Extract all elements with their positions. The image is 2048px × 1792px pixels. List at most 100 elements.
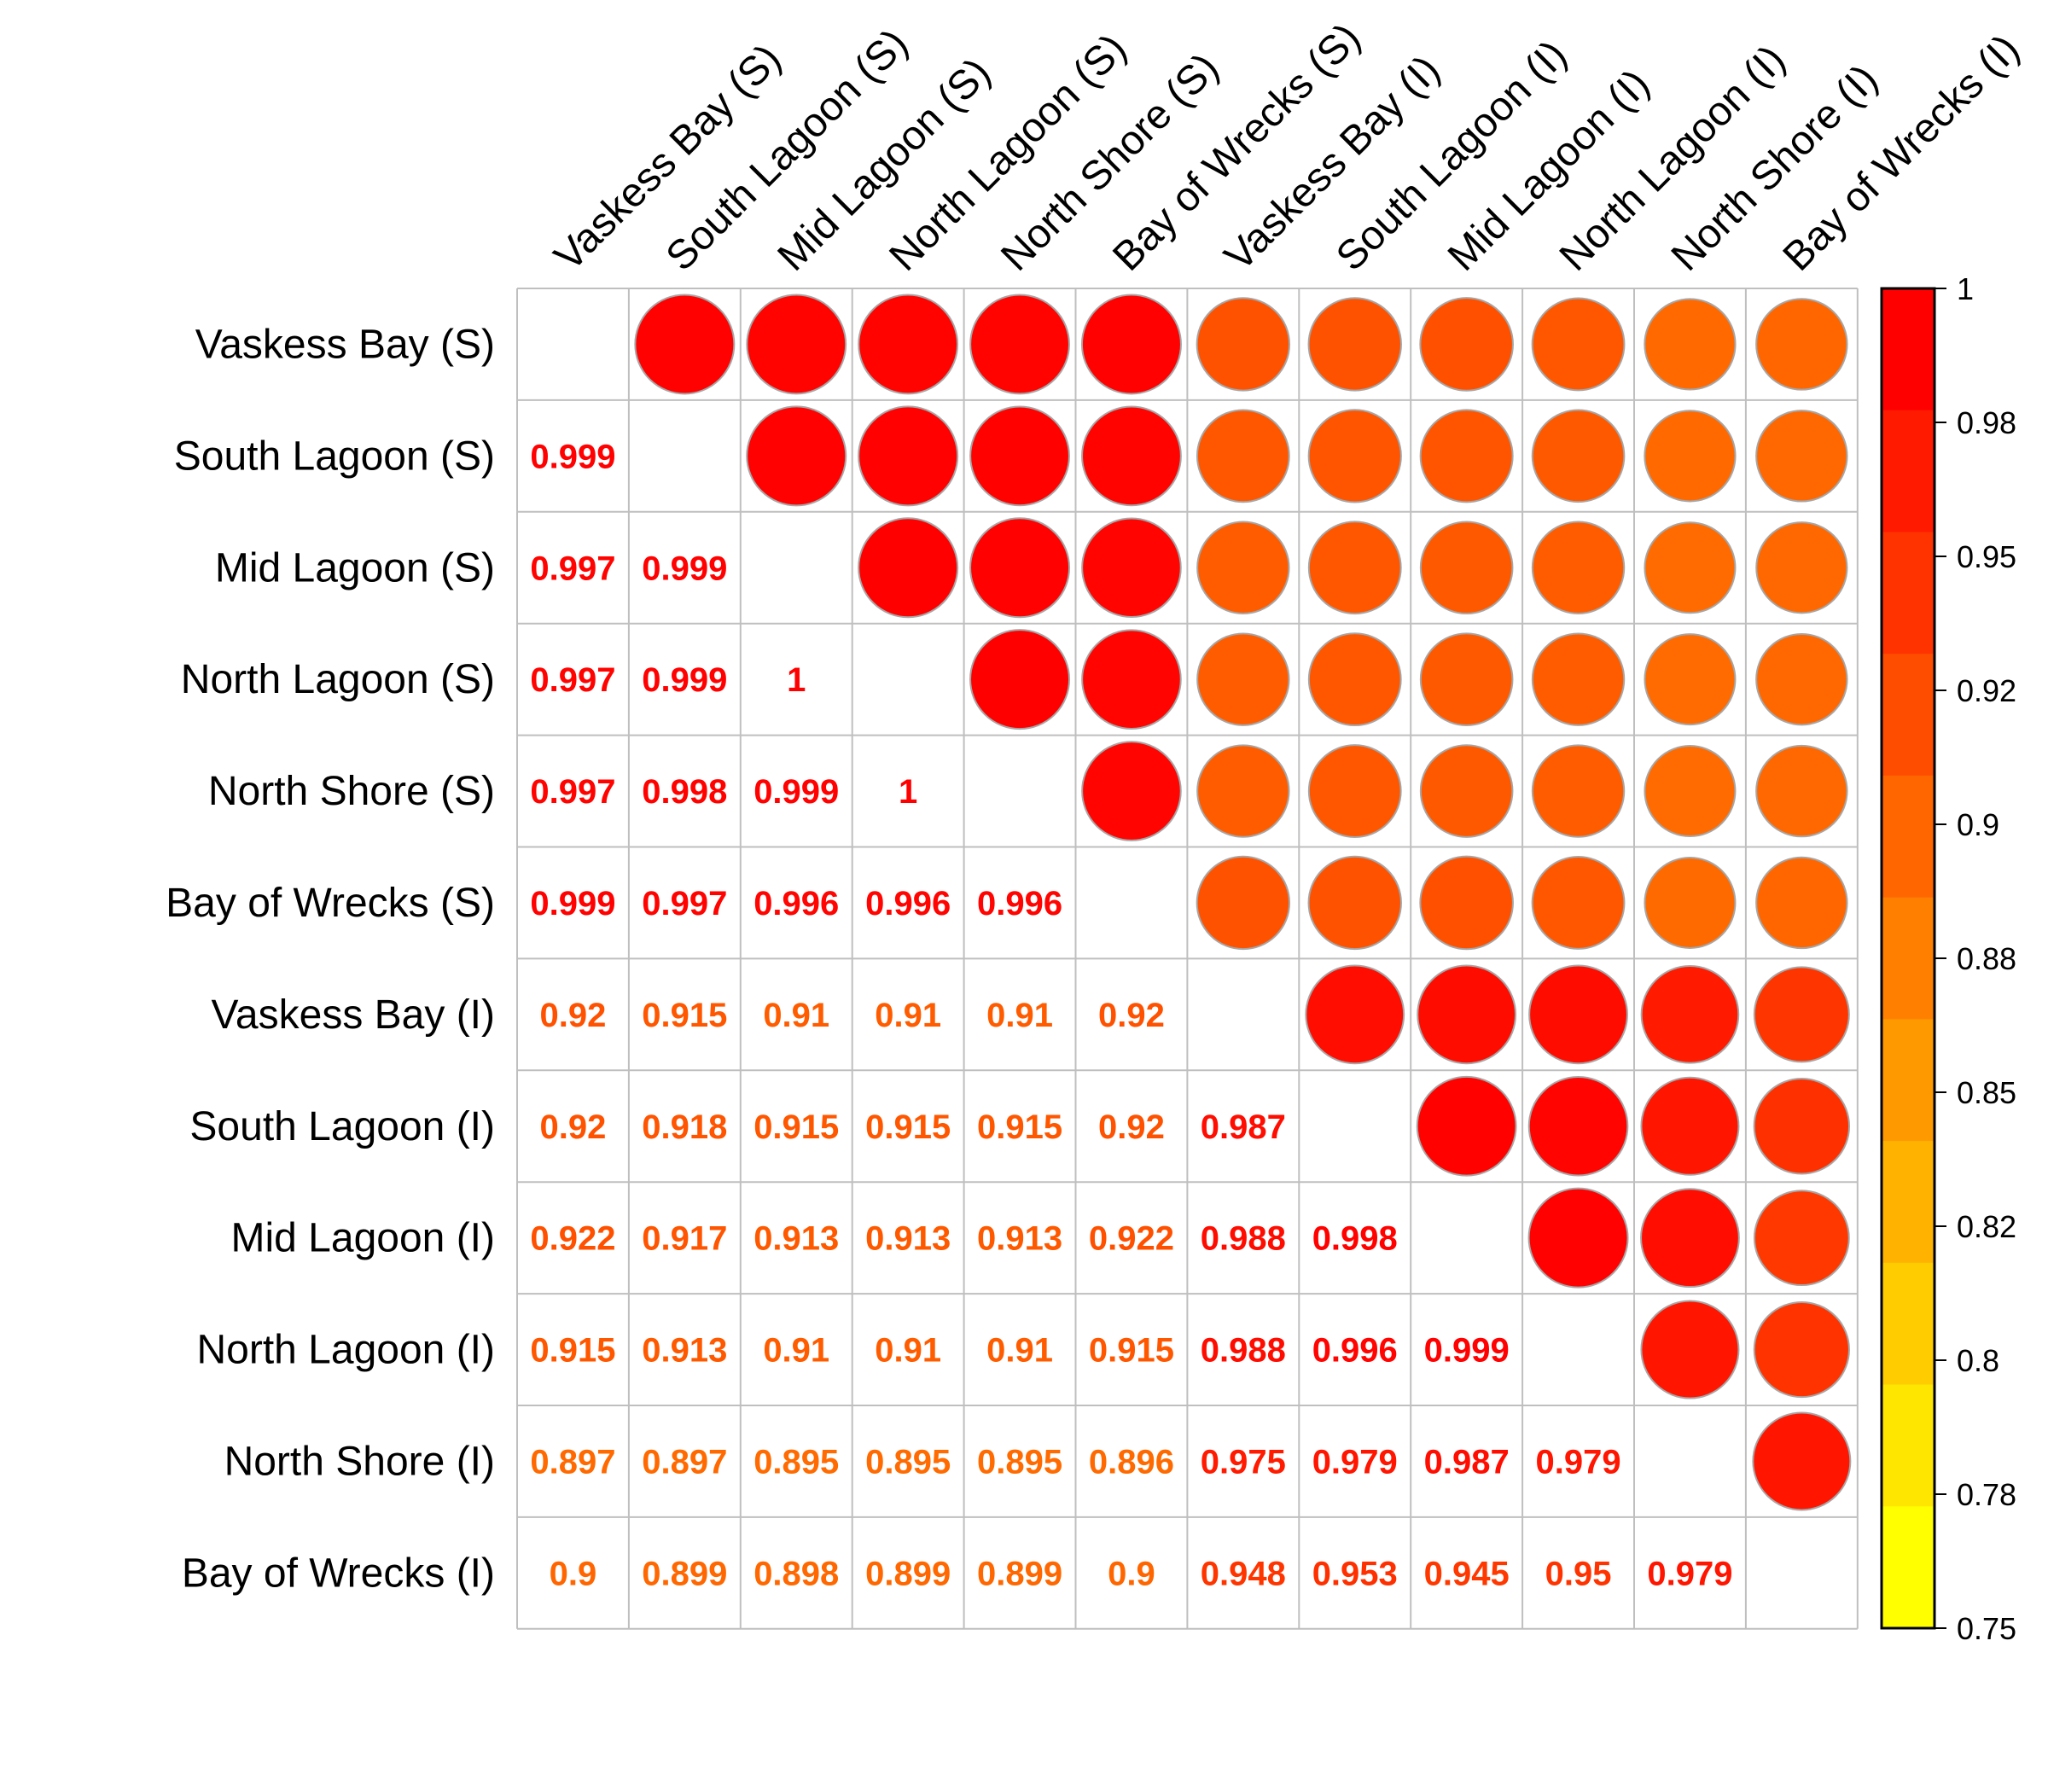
cell-value-label: 1 <box>787 661 806 699</box>
cell-value-label: 0.95 <box>1545 1555 1612 1592</box>
correlation-circle <box>634 294 736 395</box>
cell-value-label: 0.897 <box>530 1443 615 1481</box>
correlation-circle <box>1755 856 1848 950</box>
correlation-circle <box>746 294 847 395</box>
correlation-circle <box>1644 745 1737 838</box>
row-label: Bay of Wrecks (S) <box>166 881 495 926</box>
cell-value-label: 0.899 <box>865 1555 951 1592</box>
correlation-circle <box>1644 856 1737 949</box>
colorbar-segment <box>1882 775 1935 899</box>
correlation-circle <box>1416 1075 1517 1177</box>
row-label: North Lagoon (I) <box>196 1328 495 1373</box>
correlation-circle <box>858 405 959 507</box>
colorbar-segment <box>1882 654 1935 777</box>
correlation-circle <box>1307 409 1402 503</box>
correlation-circle <box>1081 741 1182 841</box>
cell-value-label: 0.92 <box>1098 997 1165 1034</box>
cell-value-label: 0.913 <box>865 1220 951 1258</box>
correlation-circle <box>1419 744 1514 838</box>
matrix-grid <box>516 288 1859 1630</box>
correlation-circle <box>1196 855 1291 951</box>
row-label: North Shore (S) <box>208 769 495 814</box>
cell-value-label: 0.898 <box>753 1555 839 1592</box>
cell-value-label: 0.996 <box>1312 1332 1398 1370</box>
correlation-circle <box>1752 1411 1852 1511</box>
cell-value-label: 0.91 <box>986 997 1053 1034</box>
cell-value-label: 0.915 <box>977 1108 1062 1146</box>
colorbar-segment <box>1882 1384 1935 1507</box>
row-label: South Lagoon (S) <box>174 433 495 479</box>
colorbar-tick-label: 0.95 <box>1957 539 2016 574</box>
colorbar-segment <box>1882 288 1935 411</box>
cell-value-label: 0.91 <box>875 1332 941 1370</box>
correlation-circle <box>1753 1190 1850 1287</box>
cell-value-label: 0.998 <box>642 773 727 811</box>
cell-value-label: 0.997 <box>530 661 615 699</box>
row-label: Mid Lagoon (I) <box>231 1216 496 1261</box>
cell-value-label: 0.915 <box>865 1108 951 1146</box>
cell-value-label: 0.913 <box>753 1220 839 1258</box>
colorbar-tick-label: 0.82 <box>1957 1209 2016 1244</box>
correlation-circle <box>1528 964 1628 1065</box>
row-label: Vaskess Bay (I) <box>211 992 495 1038</box>
cell-value-label: 0.92 <box>540 1108 607 1146</box>
correlation-circle <box>969 629 1071 730</box>
cell-value-label: 0.895 <box>753 1443 839 1481</box>
correlation-circle <box>1755 632 1848 726</box>
colorbar-segment <box>1882 1019 1935 1142</box>
cell-value-label: 0.92 <box>540 997 607 1034</box>
cell-value-label: 0.979 <box>1312 1443 1398 1481</box>
cell-value-label: 0.953 <box>1312 1555 1398 1592</box>
correlation-circle <box>1644 410 1737 503</box>
correlation-circle <box>1527 1187 1629 1289</box>
cell-value-label: 0.999 <box>1424 1332 1510 1370</box>
correlation-circle <box>1753 1078 1851 1175</box>
cell-value-label: 0.997 <box>642 885 727 922</box>
colorbar-tick-label: 0.92 <box>1957 673 2016 708</box>
correlation-circle <box>1644 298 1737 391</box>
cell-value-label: 0.915 <box>642 997 727 1034</box>
row-label: Vaskess Bay (S) <box>195 322 495 367</box>
correlation-circle <box>1644 633 1737 726</box>
correlation-circle <box>1753 966 1850 1063</box>
cell-value-label: 0.996 <box>753 885 839 922</box>
correlation-circle <box>1417 964 1517 1065</box>
cell-value-label: 0.913 <box>977 1220 1062 1258</box>
cell-value-label: 0.897 <box>642 1443 727 1481</box>
row-labels: Vaskess Bay (S) South Lagoon (S) Mid Lagoo… <box>166 322 495 1596</box>
correlation-circle <box>969 294 1070 395</box>
correlation-circle <box>1644 521 1737 614</box>
cell-value-label: 1 <box>899 773 917 811</box>
cell-value-label: 0.9 <box>1108 1555 1155 1592</box>
correlation-circle <box>1307 744 1402 838</box>
colorbar-tick-label: 0.98 <box>1957 405 2016 440</box>
cell-value-label: 0.945 <box>1424 1555 1510 1592</box>
correlation-circle <box>1755 298 1848 391</box>
cell-value-label: 0.91 <box>763 1332 829 1370</box>
colorbar-segment <box>1882 1506 1935 1629</box>
correlation-circle <box>1307 632 1402 727</box>
cell-value-label: 0.999 <box>753 773 839 811</box>
colorbar-segment <box>1882 1262 1935 1386</box>
row-label: Bay of Wrecks (I) <box>182 1551 495 1596</box>
correlation-circle <box>1307 297 1402 392</box>
correlation-circle <box>1640 1076 1740 1176</box>
colorbar-tick-label: 1 <box>1957 271 1974 306</box>
correlation-circle <box>1081 405 1182 507</box>
correlation-circle <box>1753 1300 1850 1399</box>
cell-value-label: 0.999 <box>642 661 727 699</box>
correlation-circle <box>1531 297 1626 392</box>
correlation-circle <box>1531 409 1626 503</box>
correlation-circle <box>1081 629 1182 730</box>
cell-value-label: 0.997 <box>530 773 615 811</box>
correlation-circle <box>1080 294 1182 395</box>
correlation-circle <box>1640 965 1740 1064</box>
cell-value-label: 0.915 <box>530 1332 615 1370</box>
correlation-circle <box>1419 855 1514 951</box>
cell-value-label: 0.896 <box>1089 1443 1174 1481</box>
cell-value-label: 0.895 <box>865 1443 951 1481</box>
cell-value-label: 0.987 <box>1424 1443 1510 1481</box>
correlation-circle <box>1196 744 1290 838</box>
correlation-circle <box>746 405 847 507</box>
